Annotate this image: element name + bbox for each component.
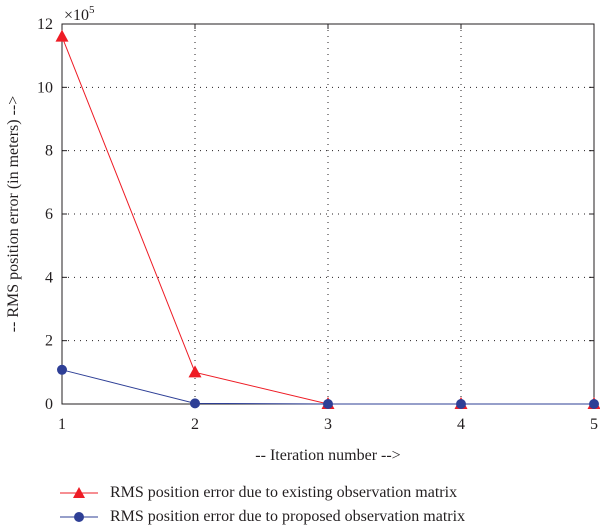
legend-item-existing: RMS position error due to existing obser… [58, 481, 465, 505]
x-tick-label: 1 [58, 416, 66, 433]
data-point-circle [456, 399, 466, 409]
y-tick-label: 2 [45, 333, 53, 350]
y-tick-label: 0 [45, 396, 53, 413]
legend-item-proposed: RMS position error due to proposed obser… [58, 505, 465, 529]
x-tick-label: 4 [457, 416, 465, 433]
plot-frame [61, 23, 595, 405]
legend: RMS position error due to existing obser… [58, 481, 465, 529]
y-axis-label: -- RMS position error (in meters) --> [5, 96, 22, 333]
x-tick-label: 5 [590, 416, 598, 433]
data-point-triangle [55, 29, 69, 42]
data-point-circle [323, 399, 333, 409]
x-tick-label: 2 [191, 416, 199, 433]
y-tick-label: 12 [37, 16, 53, 33]
legend-label-existing: RMS position error due to existing obser… [110, 484, 458, 501]
legend-label-proposed: RMS position error due to proposed obser… [110, 508, 466, 525]
legend-swatch-circle-icon [60, 512, 98, 522]
data-point-circle [589, 399, 599, 409]
data-point-circle [57, 364, 67, 375]
y-tick-label: 6 [45, 206, 53, 223]
y-tick-label: 8 [45, 143, 53, 160]
legend-swatch-triangle-icon [60, 487, 98, 498]
x-tick-label: 3 [324, 416, 332, 433]
x-axis-label: -- Iteration number --> [255, 447, 400, 464]
y-multiplier: ×105 [64, 4, 95, 24]
y-tick-label: 10 [37, 79, 53, 96]
data-point-triangle [188, 365, 202, 378]
y-tick-label: 4 [45, 269, 53, 286]
data-point-circle [190, 398, 200, 409]
grid [62, 24, 594, 404]
series [55, 29, 600, 409]
